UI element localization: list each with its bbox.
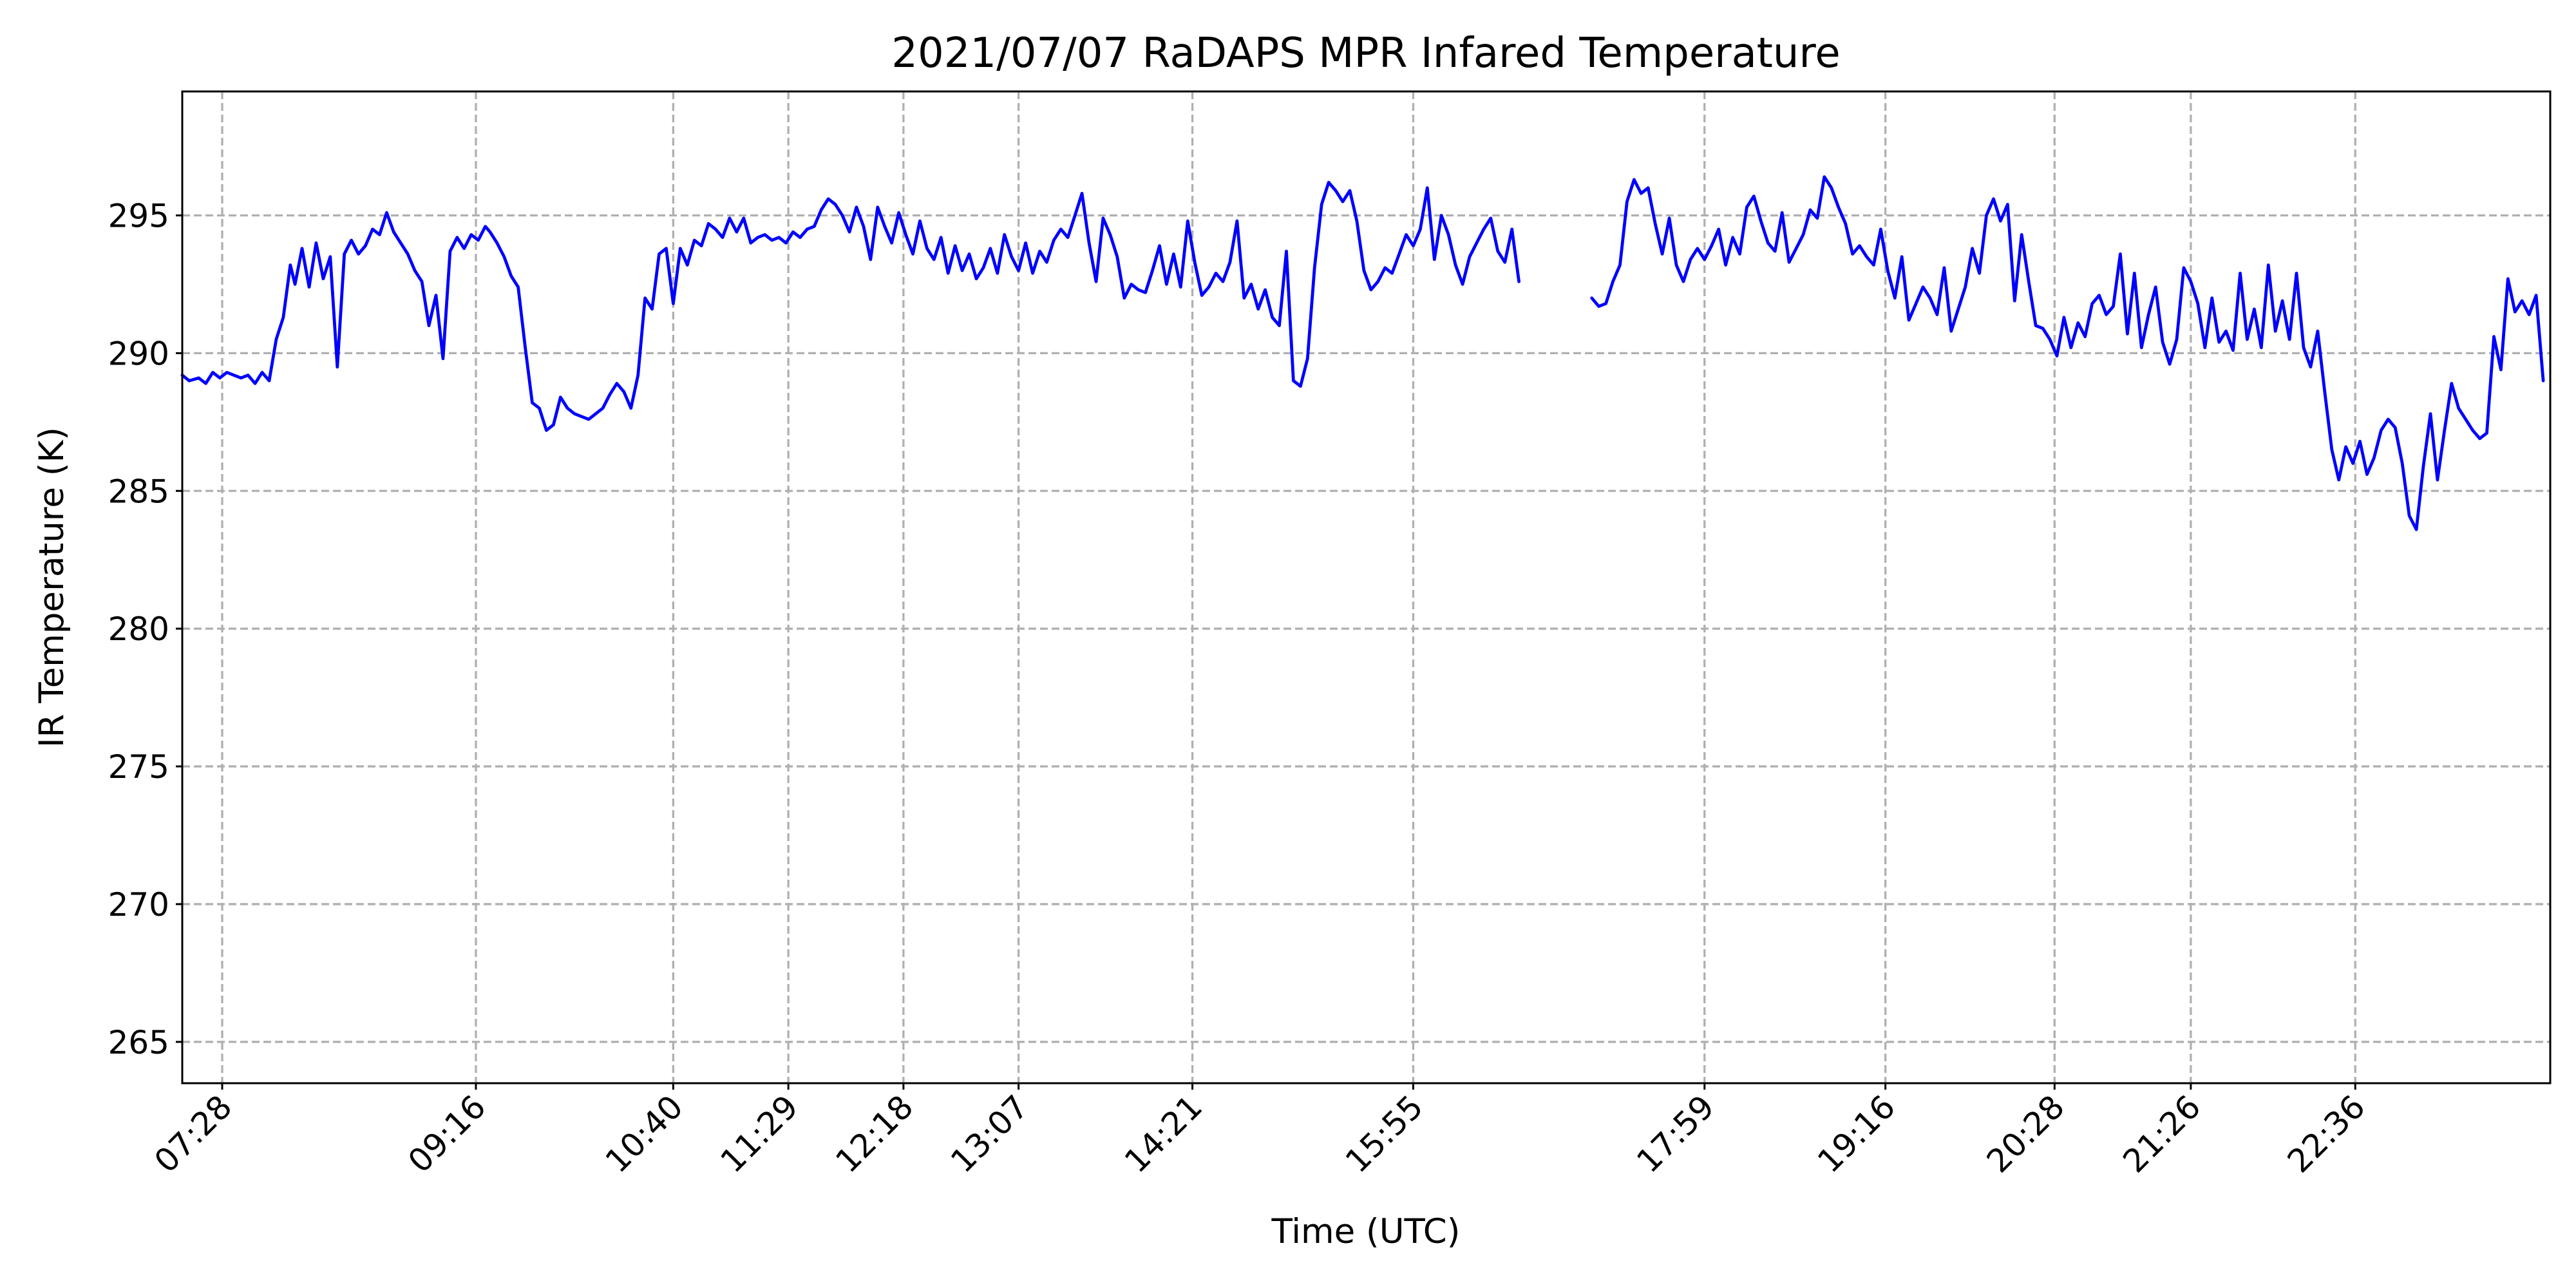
y-tick-label: 295 (108, 198, 169, 235)
y-tick-label: 270 (108, 886, 169, 923)
series-line-segment (1590, 175, 2545, 531)
y-axis-label: IR Temperature (K) (32, 427, 71, 748)
y-tick-label: 280 (108, 611, 169, 648)
y-tick-label: 275 (108, 748, 169, 786)
chart-title: 2021/07/07 RaDAPS MPR Infared Temperatur… (891, 30, 1840, 77)
y-tick-label: 265 (108, 1024, 169, 1061)
series-line-segment (180, 180, 1521, 432)
y-tick-label: 285 (108, 473, 169, 510)
x-axis-label: Time (UTC) (1271, 1212, 1461, 1251)
plot-frame (181, 90, 2552, 1084)
series-layer (180, 175, 2545, 531)
y-tick-label: 290 (108, 335, 169, 372)
